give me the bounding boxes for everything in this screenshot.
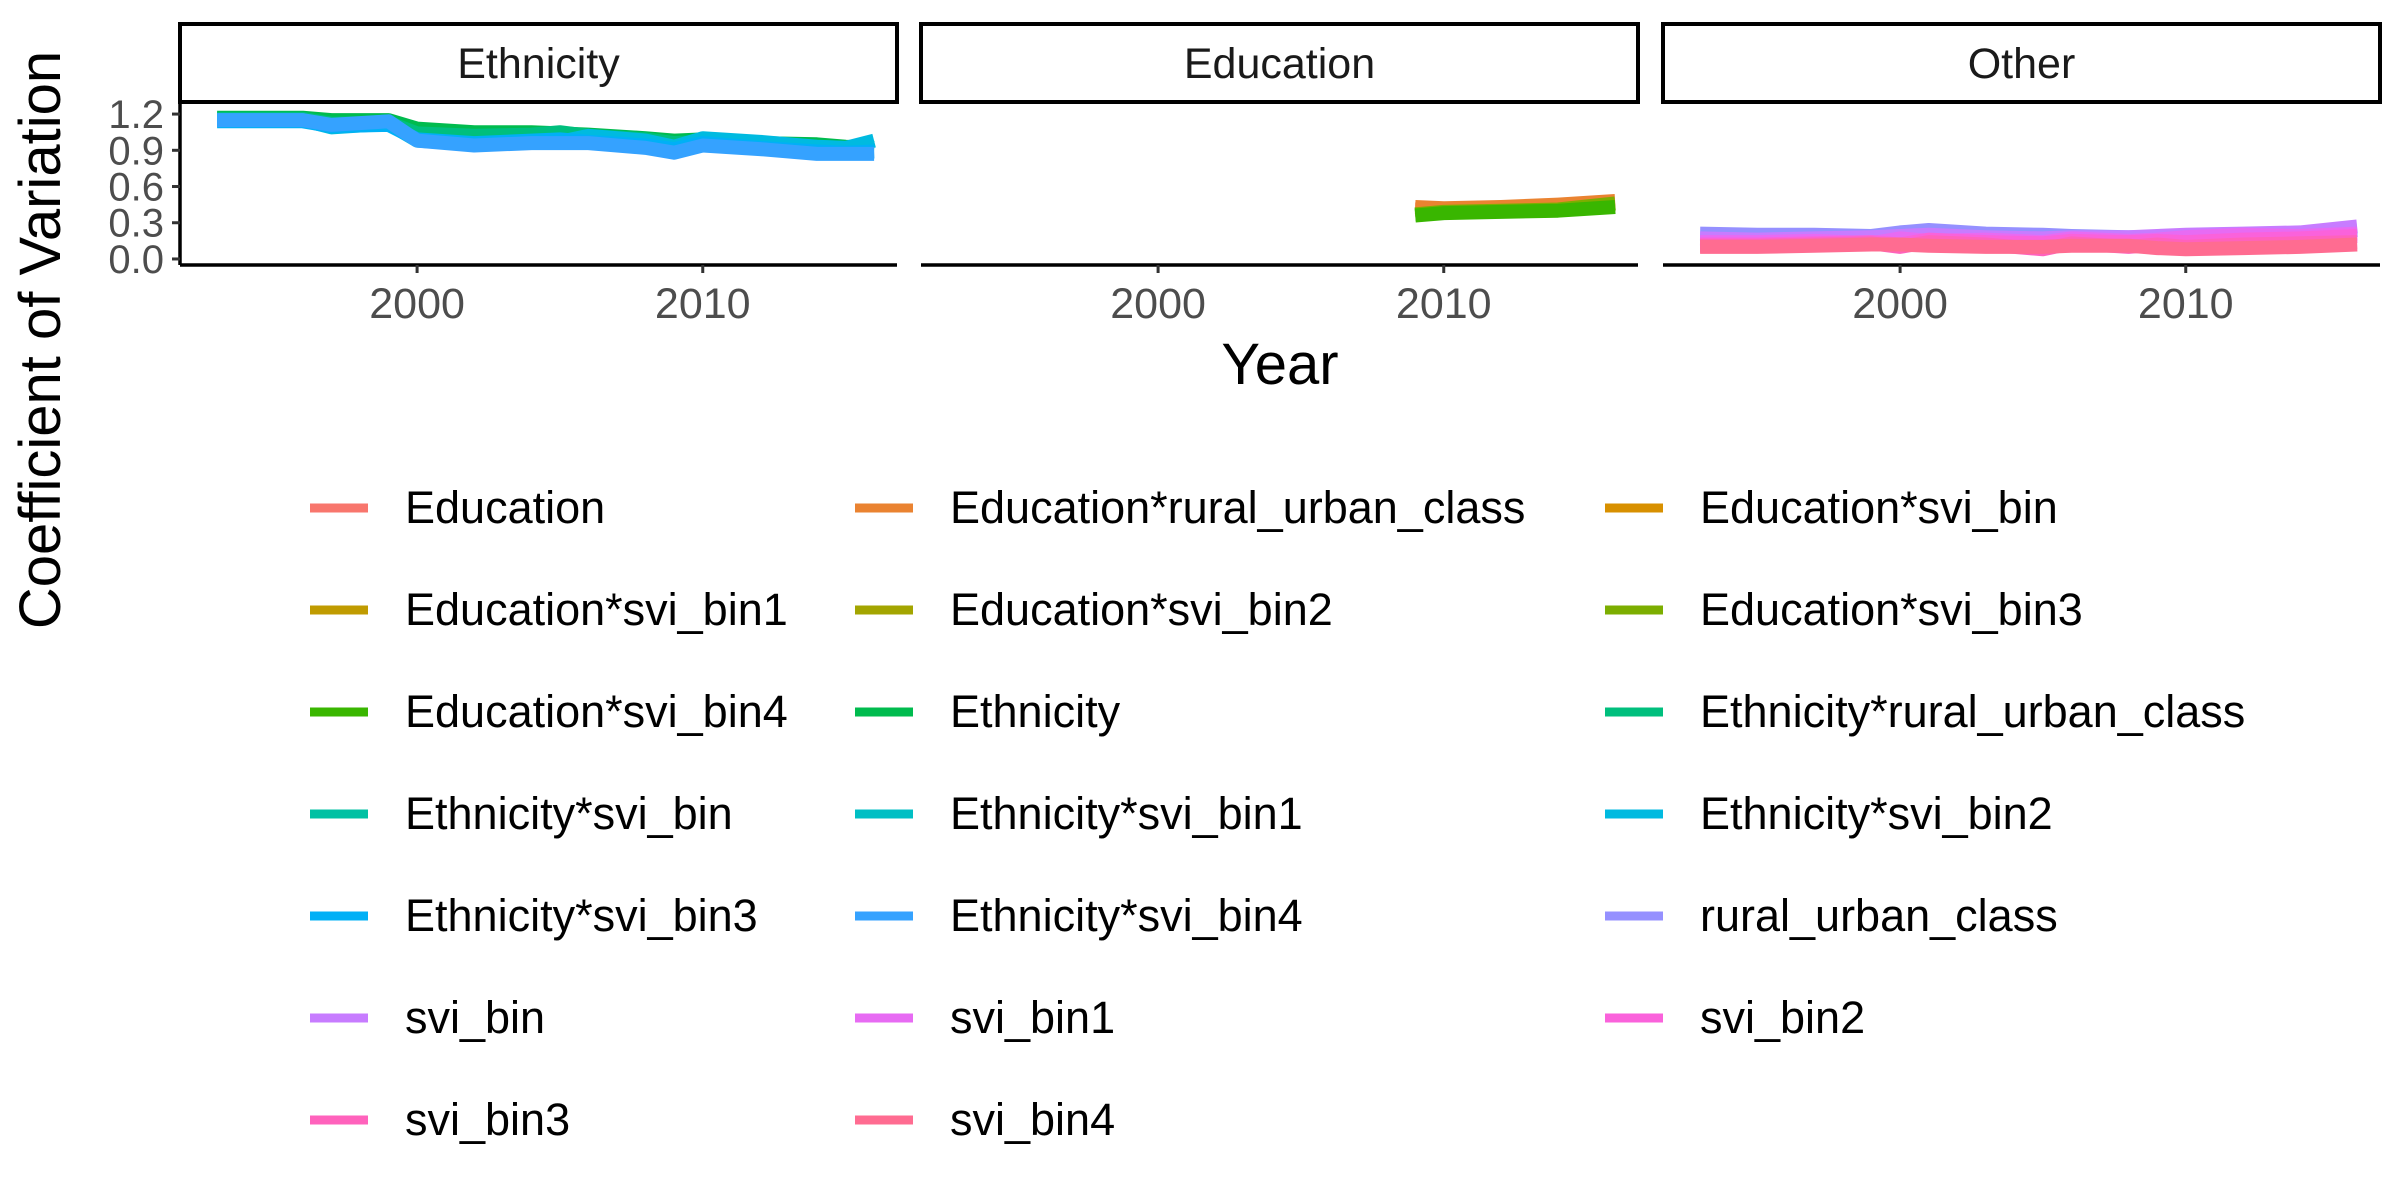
legend-item-ethnicity-x-rural-urban-class: Ethnicity*rural_urban_class xyxy=(1605,686,2245,737)
legend-label: svi_bin3 xyxy=(405,1094,570,1145)
legend-label: Ethnicity*svi_bin2 xyxy=(1700,788,2053,839)
strip-box xyxy=(178,22,899,104)
x-tick-label: 2000 xyxy=(1852,280,1948,328)
legend-label: Ethnicity*svi_bin4 xyxy=(950,890,1303,941)
legend-item-ethnicity-x-svi-bin2: Ethnicity*svi_bin2 xyxy=(1605,788,2053,839)
series-line-ethnicity-x-svi-bin4 xyxy=(217,113,875,161)
legend-label: svi_bin4 xyxy=(950,1094,1115,1145)
y-tick-label: 0.9 xyxy=(108,129,164,173)
y-tick-label: 0.0 xyxy=(108,238,164,282)
series-line-education-x-svi-bin4 xyxy=(1414,200,1616,223)
legend-item-ethnicity-x-svi-bin4: Ethnicity*svi_bin4 xyxy=(855,890,1303,941)
legend-item-svi-bin2: svi_bin2 xyxy=(1605,992,1865,1043)
legend-label: svi_bin2 xyxy=(1700,992,1865,1043)
legend-item-ethnicity-x-svi-bin: Ethnicity*svi_bin xyxy=(310,788,733,839)
panel-education: Education 2000 2010 xyxy=(919,22,1640,328)
legend-item-svi-bin3: svi_bin3 xyxy=(310,1094,570,1145)
legend-item-svi-bin1: svi_bin1 xyxy=(855,992,1115,1043)
y-tick-label: 1.2 xyxy=(108,93,164,137)
legend-label: Ethnicity xyxy=(950,686,1121,737)
legend-label: Education*svi_bin2 xyxy=(950,584,1333,635)
legend-item-education-x-svi-bin: Education*svi_bin xyxy=(1605,482,2058,533)
x-tick-label: 2010 xyxy=(2138,280,2234,328)
x-tick-label: 2010 xyxy=(1396,280,1492,328)
legend-label: Education*svi_bin xyxy=(1700,482,2058,533)
y-tick-label: 0.3 xyxy=(108,202,164,246)
strip-label: Other xyxy=(1968,40,2076,88)
panel-ethnicity: Ethnicity 2000 2010 xyxy=(178,22,899,328)
x-axis-title: Year xyxy=(1221,332,1338,397)
y-tick-label: 0.6 xyxy=(108,166,164,210)
legend-label: Ethnicity*svi_bin xyxy=(405,788,733,839)
x-tick-label: 2010 xyxy=(655,280,751,328)
legend-label: Education*rural_urban_class xyxy=(950,482,1525,533)
x-tick-label: 2000 xyxy=(369,280,465,328)
legend: Education Education*rural_urban_class Educ… xyxy=(310,482,2245,1145)
legend-label: Education xyxy=(405,482,605,533)
legend-item-education-x-svi-bin2: Education*svi_bin2 xyxy=(855,584,1333,635)
legend-label: Education*svi_bin3 xyxy=(1700,584,2083,635)
legend-item-education-x-svi-bin1: Education*svi_bin1 xyxy=(310,584,788,635)
legend-label: Ethnicity*rural_urban_class xyxy=(1700,686,2245,737)
strip-label: Ethnicity xyxy=(457,40,620,88)
legend-label: Ethnicity*svi_bin3 xyxy=(405,890,758,941)
legend-label: svi_bin1 xyxy=(950,992,1115,1043)
facet-panels: Ethnicity 2000 2010 Education 2000 2010 Other 2… xyxy=(178,22,2382,328)
y-axis: 0.00.30.60.91.2 xyxy=(108,93,182,282)
legend-label: rural_urban_class xyxy=(1700,890,2058,941)
strip-box xyxy=(1661,22,2382,104)
series-line-svi-bin4 xyxy=(1700,237,2358,257)
strip-box xyxy=(919,22,1640,104)
legend-item-education-x-svi-bin3: Education*svi_bin3 xyxy=(1605,584,2083,635)
legend-item-education-x-rural-urban-class: Education*rural_urban_class xyxy=(855,482,1525,533)
legend-item-ethnicity-x-svi-bin3: Ethnicity*svi_bin3 xyxy=(310,890,758,941)
y-axis-title: Coefficient of Variation xyxy=(8,51,73,629)
legend-item-education: Education xyxy=(310,482,605,533)
legend-item-rural-urban-class: rural_urban_class xyxy=(1605,890,2058,941)
x-tick-label: 2000 xyxy=(1110,280,1206,328)
legend-item-svi-bin: svi_bin xyxy=(310,992,545,1043)
legend-item-svi-bin4: svi_bin4 xyxy=(855,1094,1115,1145)
legend-label: Ethnicity*svi_bin1 xyxy=(950,788,1303,839)
legend-item-ethnicity-x-svi-bin1: Ethnicity*svi_bin1 xyxy=(855,788,1303,839)
legend-item-ethnicity: Ethnicity xyxy=(855,686,1121,737)
legend-label: svi_bin xyxy=(405,992,545,1043)
legend-item-education-x-svi-bin4: Education*svi_bin4 xyxy=(310,686,788,737)
panel-other: Other 2000 2010 xyxy=(1661,22,2382,328)
legend-label: Education*svi_bin1 xyxy=(405,584,788,635)
strip-label: Education xyxy=(1184,40,1375,88)
legend-label: Education*svi_bin4 xyxy=(405,686,788,737)
